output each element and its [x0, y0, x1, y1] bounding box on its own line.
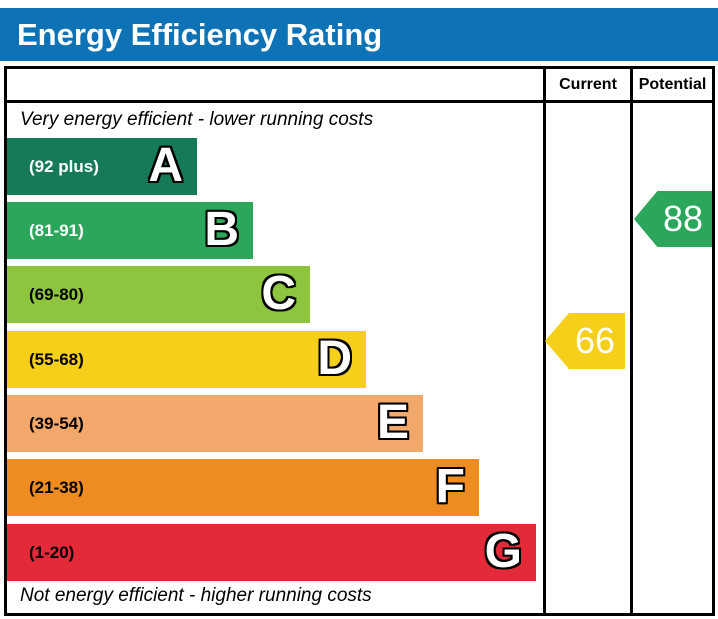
band-range-label: (81-91) [29, 221, 84, 240]
page-title: Energy Efficiency Rating [17, 16, 383, 52]
band-row-F: (21-38) F [7, 459, 479, 516]
band-range-label: (21-38) [29, 478, 84, 497]
band-range-label: (69-80) [29, 285, 84, 304]
band-range-label: (1-20) [29, 543, 75, 562]
potential-rating-arrow: 88 [634, 191, 712, 247]
band-letter: A [148, 139, 183, 192]
current-rating-value: 66 [574, 320, 616, 361]
band-letter: B [204, 203, 239, 256]
band-row-D: (55-68) D [7, 331, 366, 388]
current-column-divider [543, 69, 546, 613]
rating-table: Current Potential Very energy efficient … [4, 66, 715, 616]
band-letter: E [376, 396, 409, 449]
band-letter: G [484, 525, 522, 578]
band-row-A: (92 plus) A [7, 138, 197, 195]
bottom-caption: Not energy efficient - higher running co… [20, 585, 372, 606]
top-caption: Very energy efficient - lower running co… [20, 109, 374, 130]
band-range-label: (39-54) [29, 414, 84, 433]
band-row-E: (39-54) E [7, 395, 423, 452]
band-letter: F [435, 460, 465, 513]
band-row-C: (69-80) C [7, 266, 310, 323]
header-row-divider [7, 100, 712, 103]
current-rating-arrow: 66 [545, 313, 625, 369]
band-row-B: (81-91) B [7, 202, 253, 259]
potential-column-divider [630, 69, 633, 613]
band-row-G: (1-20) G [7, 524, 536, 581]
title-bar: Energy Efficiency Rating [0, 8, 718, 61]
band-range-label: (92 plus) [29, 157, 99, 176]
potential-column-header: Potential [638, 76, 707, 93]
band-letter: D [317, 332, 352, 385]
current-column-header: Current [559, 76, 617, 93]
band-range-label: (55-68) [29, 350, 84, 369]
band-letter: C [261, 267, 296, 320]
potential-rating-value: 88 [662, 198, 704, 239]
